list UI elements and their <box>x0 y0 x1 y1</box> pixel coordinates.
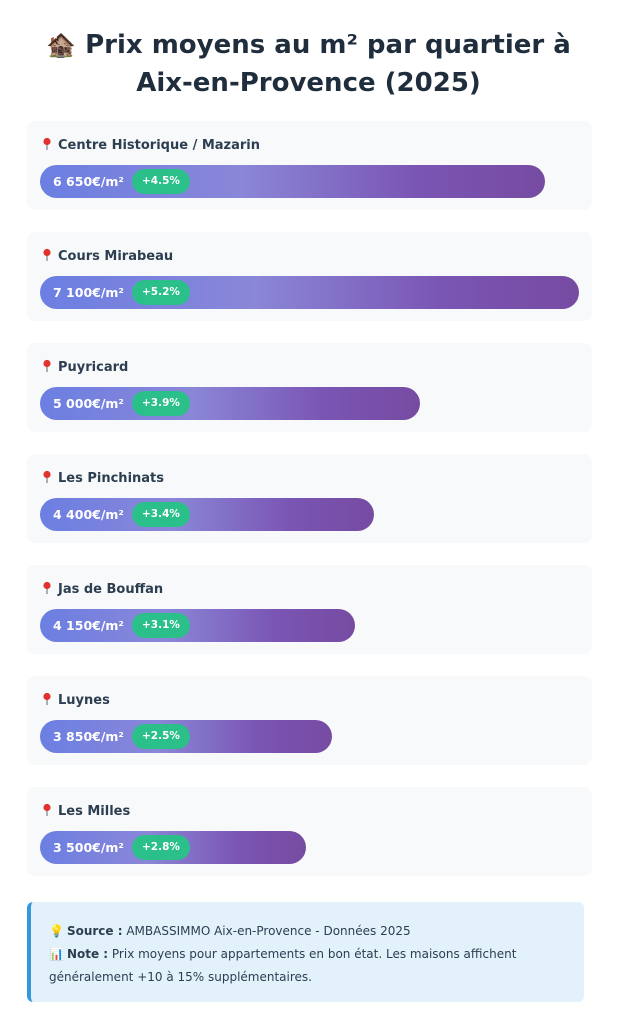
price-value: 5 000€/m² <box>53 396 124 411</box>
neighborhood-card: Jas de Bouffan 4 150€/m² +3.1% <box>27 565 592 654</box>
neighborhood-label: Jas de Bouffan <box>58 582 164 597</box>
map-pin-icon <box>43 470 51 483</box>
neighborhood-name: Les Pinchinats <box>41 470 164 486</box>
price-value: 3 500€/m² <box>53 840 124 855</box>
neighborhood-name: Puyricard <box>41 359 128 375</box>
bar-chart-icon: 📊 <box>49 947 64 961</box>
growth-badge: +3.1% <box>132 613 190 638</box>
neighborhood-label: Puyricard <box>58 360 129 375</box>
map-pin-icon <box>43 692 51 705</box>
price-value: 4 150€/m² <box>53 618 124 633</box>
neighborhood-label: Cours Mirabeau <box>58 249 174 264</box>
page-title: 🏚️ Prix moyens au m² par quartier à Aix-… <box>20 26 597 102</box>
price-value: 6 650€/m² <box>53 174 124 189</box>
page-title-text: Prix moyens au m² par quartier à Aix-en-… <box>85 30 571 98</box>
house-icon: 🏚️ <box>46 31 77 59</box>
price-bar: 7 100€/m² +5.2% <box>40 276 579 309</box>
neighborhood-card: Les Pinchinats 4 400€/m² +3.4% <box>27 454 592 543</box>
source-text: AMBASSIMMO Aix-en-Provence - Données 202… <box>122 924 411 938</box>
price-value: 3 850€/m² <box>53 729 124 744</box>
growth-badge: +5.2% <box>132 280 190 305</box>
growth-badge: +3.9% <box>132 391 190 416</box>
neighborhood-card: Puyricard 5 000€/m² +3.9% <box>27 343 592 432</box>
neighborhood-label: Les Pinchinats <box>58 471 164 486</box>
neighborhood-label: Luynes <box>58 693 110 708</box>
map-pin-icon <box>43 803 51 816</box>
map-pin-icon <box>43 581 51 594</box>
price-bar: 3 850€/m² +2.5% <box>40 720 332 753</box>
price-value: 4 400€/m² <box>53 507 124 522</box>
neighborhood-name: Les Milles <box>41 803 130 819</box>
growth-badge: +2.8% <box>132 835 190 860</box>
neighborhood-card: Luynes 3 850€/m² +2.5% <box>27 676 592 765</box>
map-pin-icon <box>43 359 51 372</box>
neighborhood-name: Centre Historique / Mazarin <box>41 137 260 153</box>
source-note-box: 💡 Source : AMBASSIMMO Aix-en-Provence - D… <box>27 902 584 1002</box>
neighborhood-name: Jas de Bouffan <box>41 581 163 597</box>
note-text: Prix moyens pour appartements en bon éta… <box>49 947 517 984</box>
note-line: 📊 Note : Prix moyens pour appartements en… <box>49 943 568 989</box>
lightbulb-icon: 💡 <box>49 924 64 938</box>
map-pin-icon <box>43 137 51 150</box>
neighborhood-card: Centre Historique / Mazarin 6 650€/m² +4.5… <box>27 121 592 210</box>
price-bar: 4 400€/m² +3.4% <box>40 498 374 531</box>
price-bar: 6 650€/m² +4.5% <box>40 165 545 198</box>
price-value: 7 100€/m² <box>53 285 124 300</box>
neighborhood-name: Cours Mirabeau <box>41 248 173 264</box>
price-bar: 4 150€/m² +3.1% <box>40 609 355 642</box>
neighborhood-card: Les Milles 3 500€/m² +2.8% <box>27 787 592 876</box>
price-bar: 5 000€/m² +3.9% <box>40 387 420 420</box>
neighborhood-name: Luynes <box>41 692 110 708</box>
neighborhood-label: Centre Historique / Mazarin <box>58 138 261 153</box>
growth-badge: +2.5% <box>132 724 190 749</box>
note-label: Note : <box>66 947 109 961</box>
growth-badge: +3.4% <box>132 502 190 527</box>
map-pin-icon <box>43 248 51 261</box>
growth-badge: +4.5% <box>132 169 190 194</box>
neighborhood-card: Cours Mirabeau 7 100€/m² +5.2% <box>27 232 592 321</box>
neighborhood-label: Les Milles <box>58 804 131 819</box>
price-bar: 3 500€/m² +2.8% <box>40 831 306 864</box>
source-line: 💡 Source : AMBASSIMMO Aix-en-Provence - D… <box>49 920 568 943</box>
source-label: Source : <box>66 924 123 938</box>
